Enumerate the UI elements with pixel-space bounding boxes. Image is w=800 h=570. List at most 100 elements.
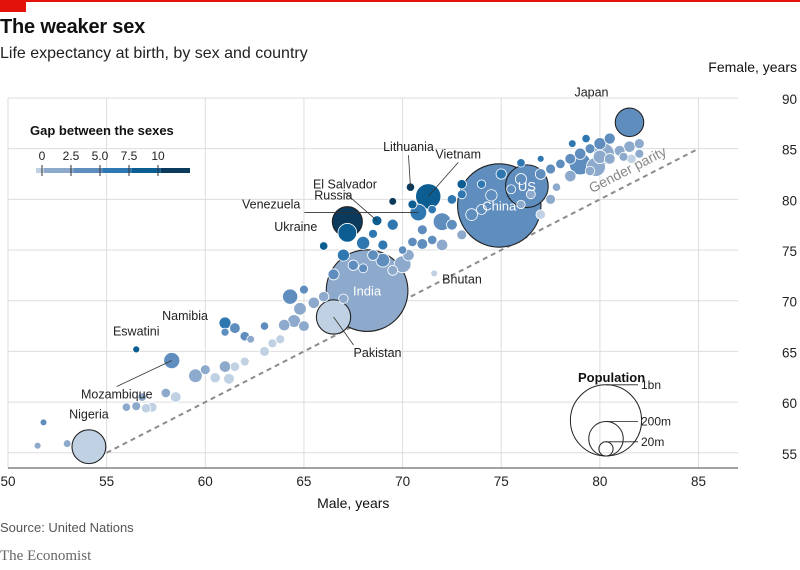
bubble-country bbox=[319, 241, 329, 251]
label-venezuela: Venezuela bbox=[242, 198, 300, 212]
bubble-japan bbox=[614, 107, 645, 138]
gap-legend: Gap between the sexes 0 2.5 5.0 7.5 10 bbox=[30, 123, 190, 176]
bubble-country bbox=[427, 234, 438, 246]
bubble-country bbox=[275, 334, 286, 345]
bubble-country bbox=[506, 184, 517, 195]
bubble-country bbox=[476, 179, 487, 189]
y-tick-label: 80 bbox=[782, 193, 797, 208]
bubble-country bbox=[564, 153, 577, 165]
bubble-country bbox=[407, 236, 418, 248]
bubble-country bbox=[584, 143, 596, 155]
bubble-country bbox=[536, 154, 545, 163]
brand-logo-text: The Economist bbox=[0, 548, 92, 564]
y-tick-label: 70 bbox=[782, 295, 797, 310]
bubble-country bbox=[534, 168, 547, 180]
y-axis-label: Female, years bbox=[708, 59, 797, 75]
axes-layer: 50 55 60 65 70 75 80 85 55 60 65 70 75 80 85 90 bbox=[0, 92, 797, 489]
y-tick-label: 90 bbox=[782, 92, 797, 107]
label-india: India bbox=[353, 284, 382, 299]
x-tick-label: 55 bbox=[99, 474, 114, 489]
bubble-country bbox=[39, 418, 48, 427]
bubble-country bbox=[199, 364, 211, 376]
bubble-country bbox=[387, 264, 399, 276]
bubble-country bbox=[307, 296, 320, 309]
x-tick-label: 75 bbox=[494, 474, 509, 489]
gap-legend-tick: 5.0 bbox=[92, 149, 109, 163]
chart-subtitle: Life expectancy at birth, by sex and cou… bbox=[0, 45, 308, 62]
bubble-country bbox=[160, 387, 171, 399]
gap-legend-tick: 7.5 bbox=[121, 149, 138, 163]
bubble-country bbox=[516, 199, 526, 210]
y-tick-label: 60 bbox=[782, 396, 797, 411]
y-tick-label: 75 bbox=[782, 244, 797, 259]
label-namibia: Namibia bbox=[162, 309, 208, 323]
bubble-country bbox=[229, 361, 241, 372]
bubble-country bbox=[278, 318, 291, 332]
bubble-country bbox=[223, 373, 235, 385]
bubble-country bbox=[293, 302, 307, 316]
bubble-country bbox=[564, 169, 577, 183]
bubble-country bbox=[465, 208, 478, 221]
chart-title: The weaker sex bbox=[0, 16, 146, 38]
bubble-country bbox=[495, 168, 507, 180]
bubble-country bbox=[476, 204, 487, 215]
bubble-country bbox=[456, 179, 467, 190]
population-legend-circle bbox=[588, 421, 624, 457]
leader-line bbox=[408, 155, 411, 188]
bubble-country bbox=[367, 249, 379, 261]
population-legend-label: 20m bbox=[641, 435, 664, 449]
gender-parity-line bbox=[106, 147, 699, 454]
bubble-country bbox=[338, 293, 349, 304]
bubble-country bbox=[356, 235, 371, 250]
y-tick-label: 85 bbox=[782, 143, 797, 158]
bubble-country bbox=[416, 224, 428, 236]
label-mozambique: Mozambique bbox=[81, 388, 153, 402]
gap-legend-swatch bbox=[160, 168, 190, 173]
x-tick-label: 85 bbox=[691, 474, 706, 489]
bubble-country bbox=[259, 321, 270, 331]
bubble-country bbox=[358, 263, 369, 274]
bubble-country bbox=[435, 238, 449, 252]
label-us: US bbox=[518, 179, 536, 194]
y-tick-label: 65 bbox=[782, 345, 797, 360]
label-eswatini: Eswatini bbox=[113, 324, 160, 338]
x-tick-label: 65 bbox=[296, 474, 311, 489]
bubble-ukraine bbox=[337, 223, 358, 243]
bubble-country bbox=[446, 194, 458, 205]
population-legend: Population 1bn 200m 20m bbox=[569, 370, 671, 457]
bubble-nigeria bbox=[71, 429, 107, 465]
bubble-country bbox=[485, 189, 498, 202]
bubble-country bbox=[246, 334, 255, 344]
y-tick-label: 55 bbox=[782, 447, 797, 462]
bubble-country bbox=[239, 356, 250, 367]
bubble-country bbox=[551, 182, 562, 192]
label-japan: Japan bbox=[574, 85, 608, 99]
bubble-country bbox=[347, 259, 359, 271]
source-note: Source: United Nations bbox=[0, 520, 134, 535]
bubble-country bbox=[567, 139, 577, 148]
x-tick-label: 60 bbox=[198, 474, 213, 489]
gap-legend-title: Gap between the sexes bbox=[30, 123, 174, 138]
label-bhutan: Bhutan bbox=[442, 272, 482, 286]
bubble-country bbox=[33, 441, 42, 450]
bubble-country bbox=[603, 132, 616, 145]
bubble-country bbox=[574, 147, 587, 160]
leader-line bbox=[116, 360, 172, 387]
bubble-country bbox=[584, 165, 596, 177]
bubble-country bbox=[377, 239, 389, 251]
x-tick-label: 50 bbox=[0, 474, 15, 489]
bubble-country bbox=[218, 360, 232, 373]
bubble-country bbox=[388, 197, 398, 206]
x-tick-label: 70 bbox=[395, 474, 410, 489]
bubble-country bbox=[121, 402, 131, 412]
bubble-country bbox=[456, 189, 467, 200]
bubble-country bbox=[555, 158, 566, 170]
label-nigeria: Nigeria bbox=[69, 408, 109, 422]
bubble-country bbox=[299, 284, 309, 295]
bubble-country bbox=[267, 338, 278, 349]
leader-line bbox=[333, 316, 354, 346]
bubble-country bbox=[169, 391, 182, 403]
bubble-country bbox=[515, 173, 527, 186]
bubble-country bbox=[545, 193, 556, 205]
label-china: China bbox=[482, 198, 517, 213]
